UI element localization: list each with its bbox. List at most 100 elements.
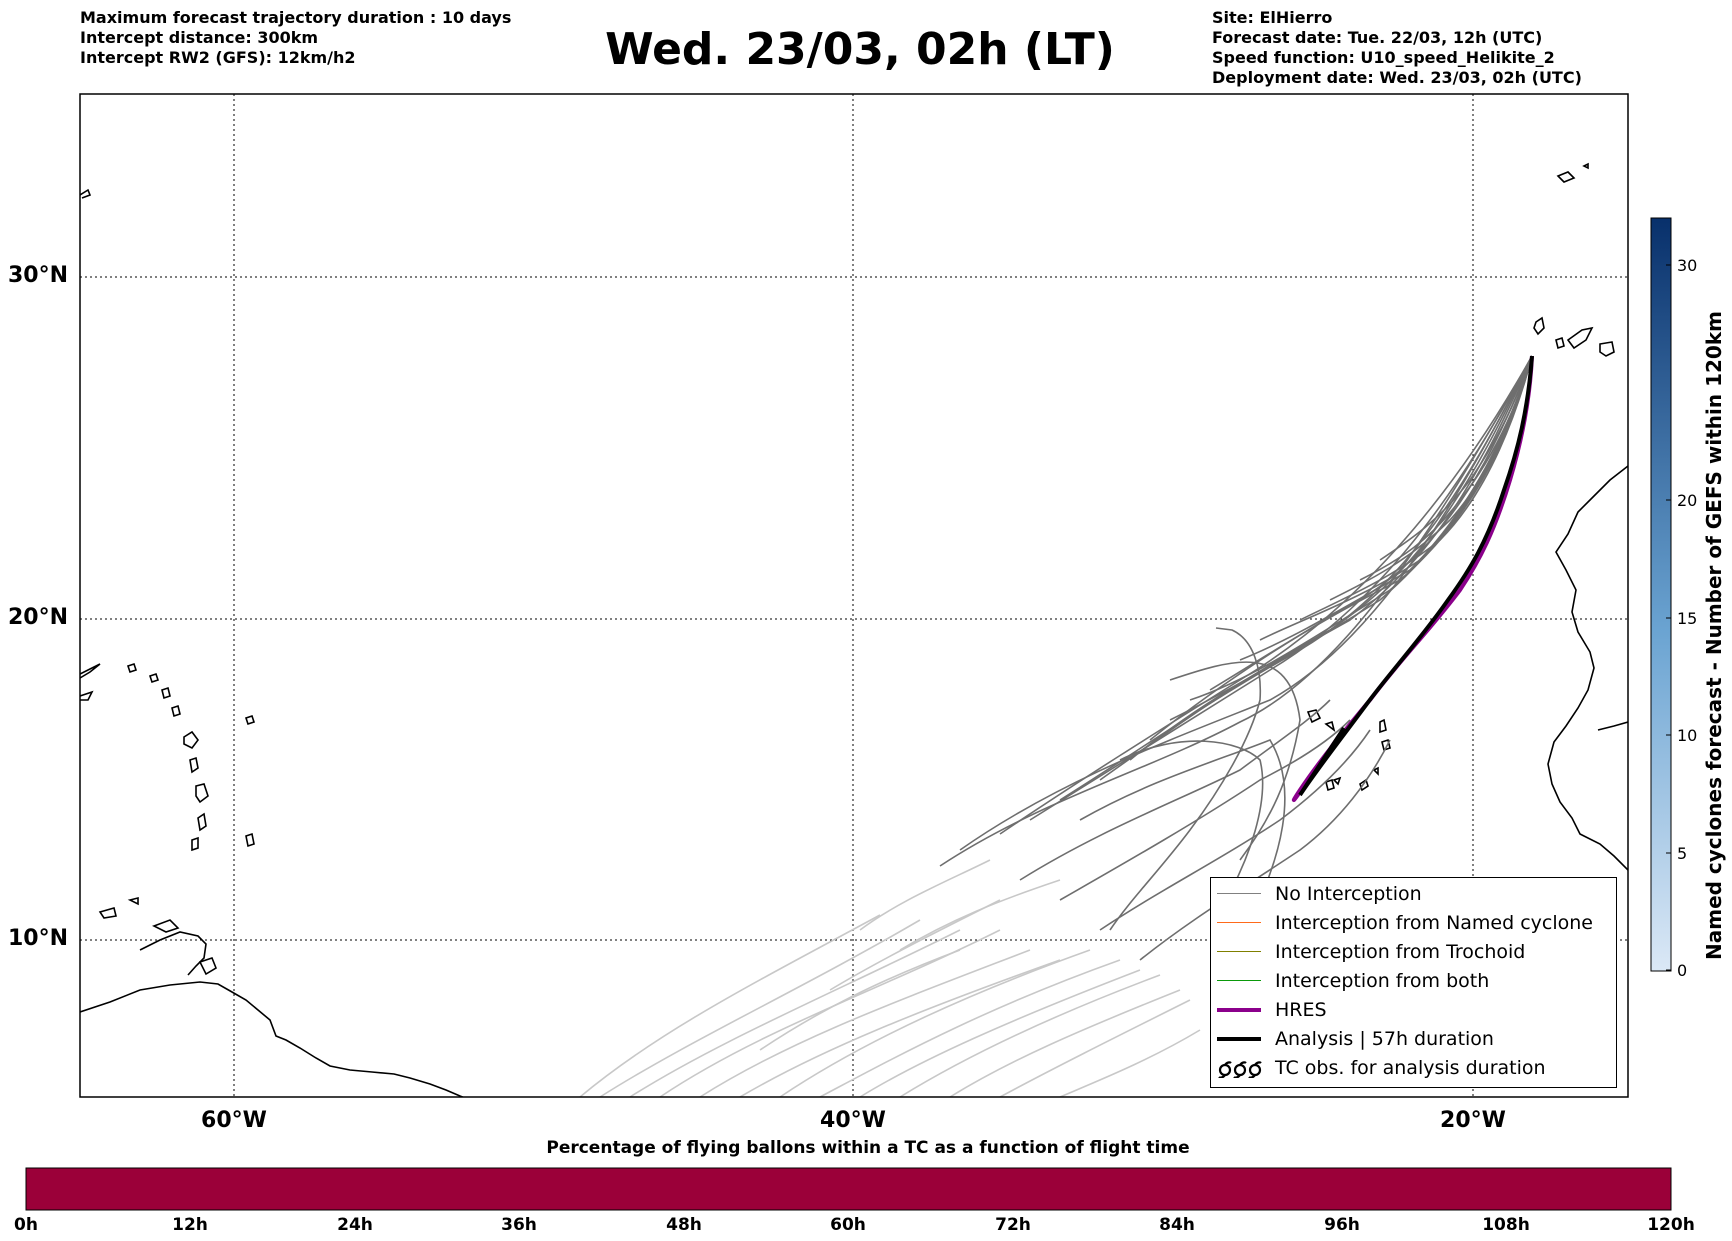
legend-swatch (1217, 1037, 1261, 1041)
colorbar-bottom-fill (25, 1167, 1672, 1211)
colorbar-bottom-tick-48h: 48h (666, 1215, 702, 1235)
trajectory-far (999, 999, 1191, 1097)
trajectory-near (1019, 699, 1331, 881)
colorbar-bottom-tick-0h: 0h (14, 1215, 38, 1235)
island-canary-4 (1599, 341, 1615, 357)
trajectories-near-segment (939, 355, 1533, 961)
colorbar-bottom-tick-24h: 24h (337, 1215, 373, 1235)
legend-item-hres: HRES (1211, 996, 1616, 1025)
lon-label-20w: 20°W (1440, 1108, 1506, 1133)
trajectory-far (899, 974, 1161, 1097)
trajectory-near (1149, 355, 1533, 741)
island-antilles-1 (183, 730, 199, 750)
coastline-hispaniola-edge (80, 690, 94, 701)
map-title: Wed. 23/03, 02h (LT) (605, 24, 1115, 75)
trajectory-near (1359, 355, 1533, 581)
island-madeira (1556, 171, 1576, 183)
colorbar-right-fill (1650, 217, 1672, 972)
trajectory-far (779, 949, 1091, 1097)
legend-label: Analysis | 57h duration (1275, 1028, 1494, 1050)
trajectory-near (939, 355, 1533, 867)
trajectory-near (1059, 355, 1533, 801)
coastline-trinidad (198, 957, 217, 976)
trajectory-near (1239, 355, 1533, 661)
colorbar-bottom-tick-72h: 72h (995, 1215, 1031, 1235)
colorbar-right-tick-5: 5 (1677, 844, 1688, 863)
colorbar-right-tick-15: 15 (1677, 609, 1698, 628)
legend-label: Interception from Named cyclone (1275, 912, 1593, 934)
trajectory-near (1029, 355, 1533, 821)
trajectory-far (579, 914, 881, 1097)
legend-item-tc-obs: TC obs. for analysis duration (1211, 1054, 1616, 1083)
colorbar-right (1650, 217, 1672, 972)
trajectory-near (1119, 740, 1264, 911)
analysis-trajectory (1298, 355, 1534, 797)
island-caribbean-north (126, 662, 181, 718)
island-canary-1 (1533, 316, 1545, 336)
island-barbados (244, 714, 256, 726)
trajectory-far (859, 969, 1141, 1097)
colorbar-bottom-tick-108h: 108h (1482, 1215, 1530, 1235)
trajectory-far (629, 929, 961, 1097)
trajectory-far (599, 919, 921, 1097)
coastlines (80, 162, 1628, 1097)
trajectory-near (1169, 355, 1533, 721)
colorbar-right-tick-30: 30 (1677, 256, 1698, 275)
island-madeira-2 (1582, 162, 1589, 170)
trajectory-far (819, 959, 1121, 1097)
trajectory-near (1259, 355, 1533, 641)
island-cape-verde-5 (1325, 776, 1342, 792)
colorbar-bottom-tick-12h: 12h (172, 1215, 208, 1235)
island-antilles-4 (197, 812, 207, 832)
colorbar-bottom-tick-36h: 36h (501, 1215, 537, 1235)
colorbar-bottom-title: Percentage of flying ballons within a TC… (546, 1138, 1190, 1158)
trajectory-near (1379, 355, 1533, 561)
trajectory-far (859, 859, 991, 931)
lon-label-60w: 60°W (201, 1108, 267, 1133)
trajectory-near (1099, 729, 1371, 931)
island-cape-verde-1 (1306, 709, 1322, 724)
info-speed-function: Speed function: U10_speed_Helikite_2 (1212, 48, 1555, 67)
map-legend: No Interception Interception from Named … (1210, 877, 1617, 1088)
trajectory-near (1169, 661, 1301, 861)
legend-swatch (1217, 980, 1261, 981)
colorbar-right-ticks (1666, 264, 1671, 971)
trajectory-near (1329, 355, 1533, 601)
legend-item-no-interception: No Interception (1211, 880, 1616, 909)
lat-label-20n: 20°N (8, 605, 69, 630)
island-abc (98, 896, 180, 933)
trajectory-near (1079, 739, 1286, 921)
island-antilles-5 (191, 836, 199, 852)
header-info-left: Maximum forecast trajectory duration : 1… (80, 8, 511, 68)
header-info-right: Site: ElHierro Forecast date: Tue. 22/03… (1212, 8, 1582, 88)
info-max-duration: Maximum forecast trajectory duration : 1… (80, 8, 512, 27)
legend-label: TC obs. for analysis duration (1275, 1057, 1546, 1079)
info-forecast-date: Forecast date: Tue. 22/03, 12h (UTC) (1212, 28, 1543, 47)
info-deployment-date: Deployment date: Wed. 23/03, 02h (UTC) (1212, 68, 1582, 87)
colorbar-right-tick-0: 0 (1677, 961, 1688, 980)
legend-swatch (1217, 893, 1261, 894)
trajectories-far-segment (579, 859, 1201, 1097)
info-site: Site: ElHierro (1212, 8, 1333, 27)
legend-swatch (1217, 951, 1261, 952)
trajectory-far (759, 949, 961, 1051)
island-cape-verde-2 (1324, 720, 1336, 732)
trajectory-near (1209, 355, 1533, 691)
legend-label: No Interception (1275, 883, 1422, 905)
island-cape-verde-4 (1381, 738, 1391, 752)
trajectory-near (1299, 355, 1533, 621)
lat-label-10n: 10°N (8, 926, 69, 951)
tc-symbol-icon (1218, 1061, 1262, 1078)
trajectory-near (1189, 355, 1533, 701)
trajectory-near (1139, 739, 1391, 961)
trajectory-far (949, 989, 1181, 1097)
colorbar-right-tick-10: 10 (1677, 726, 1698, 745)
colorbar-bottom-tick-60h: 60h (830, 1215, 866, 1235)
legend-swatch (1217, 1008, 1261, 1012)
coastline-south-america (80, 981, 465, 1097)
colorbar-right-title: Named cyclones forecast - Number of GEFS… (1702, 311, 1726, 960)
colorbar-bottom-tick-84h: 84h (1159, 1215, 1195, 1235)
colorbar-bottom-tick-120h: 120h (1647, 1215, 1695, 1235)
legend-item-analysis: Analysis | 57h duration (1211, 1025, 1616, 1054)
